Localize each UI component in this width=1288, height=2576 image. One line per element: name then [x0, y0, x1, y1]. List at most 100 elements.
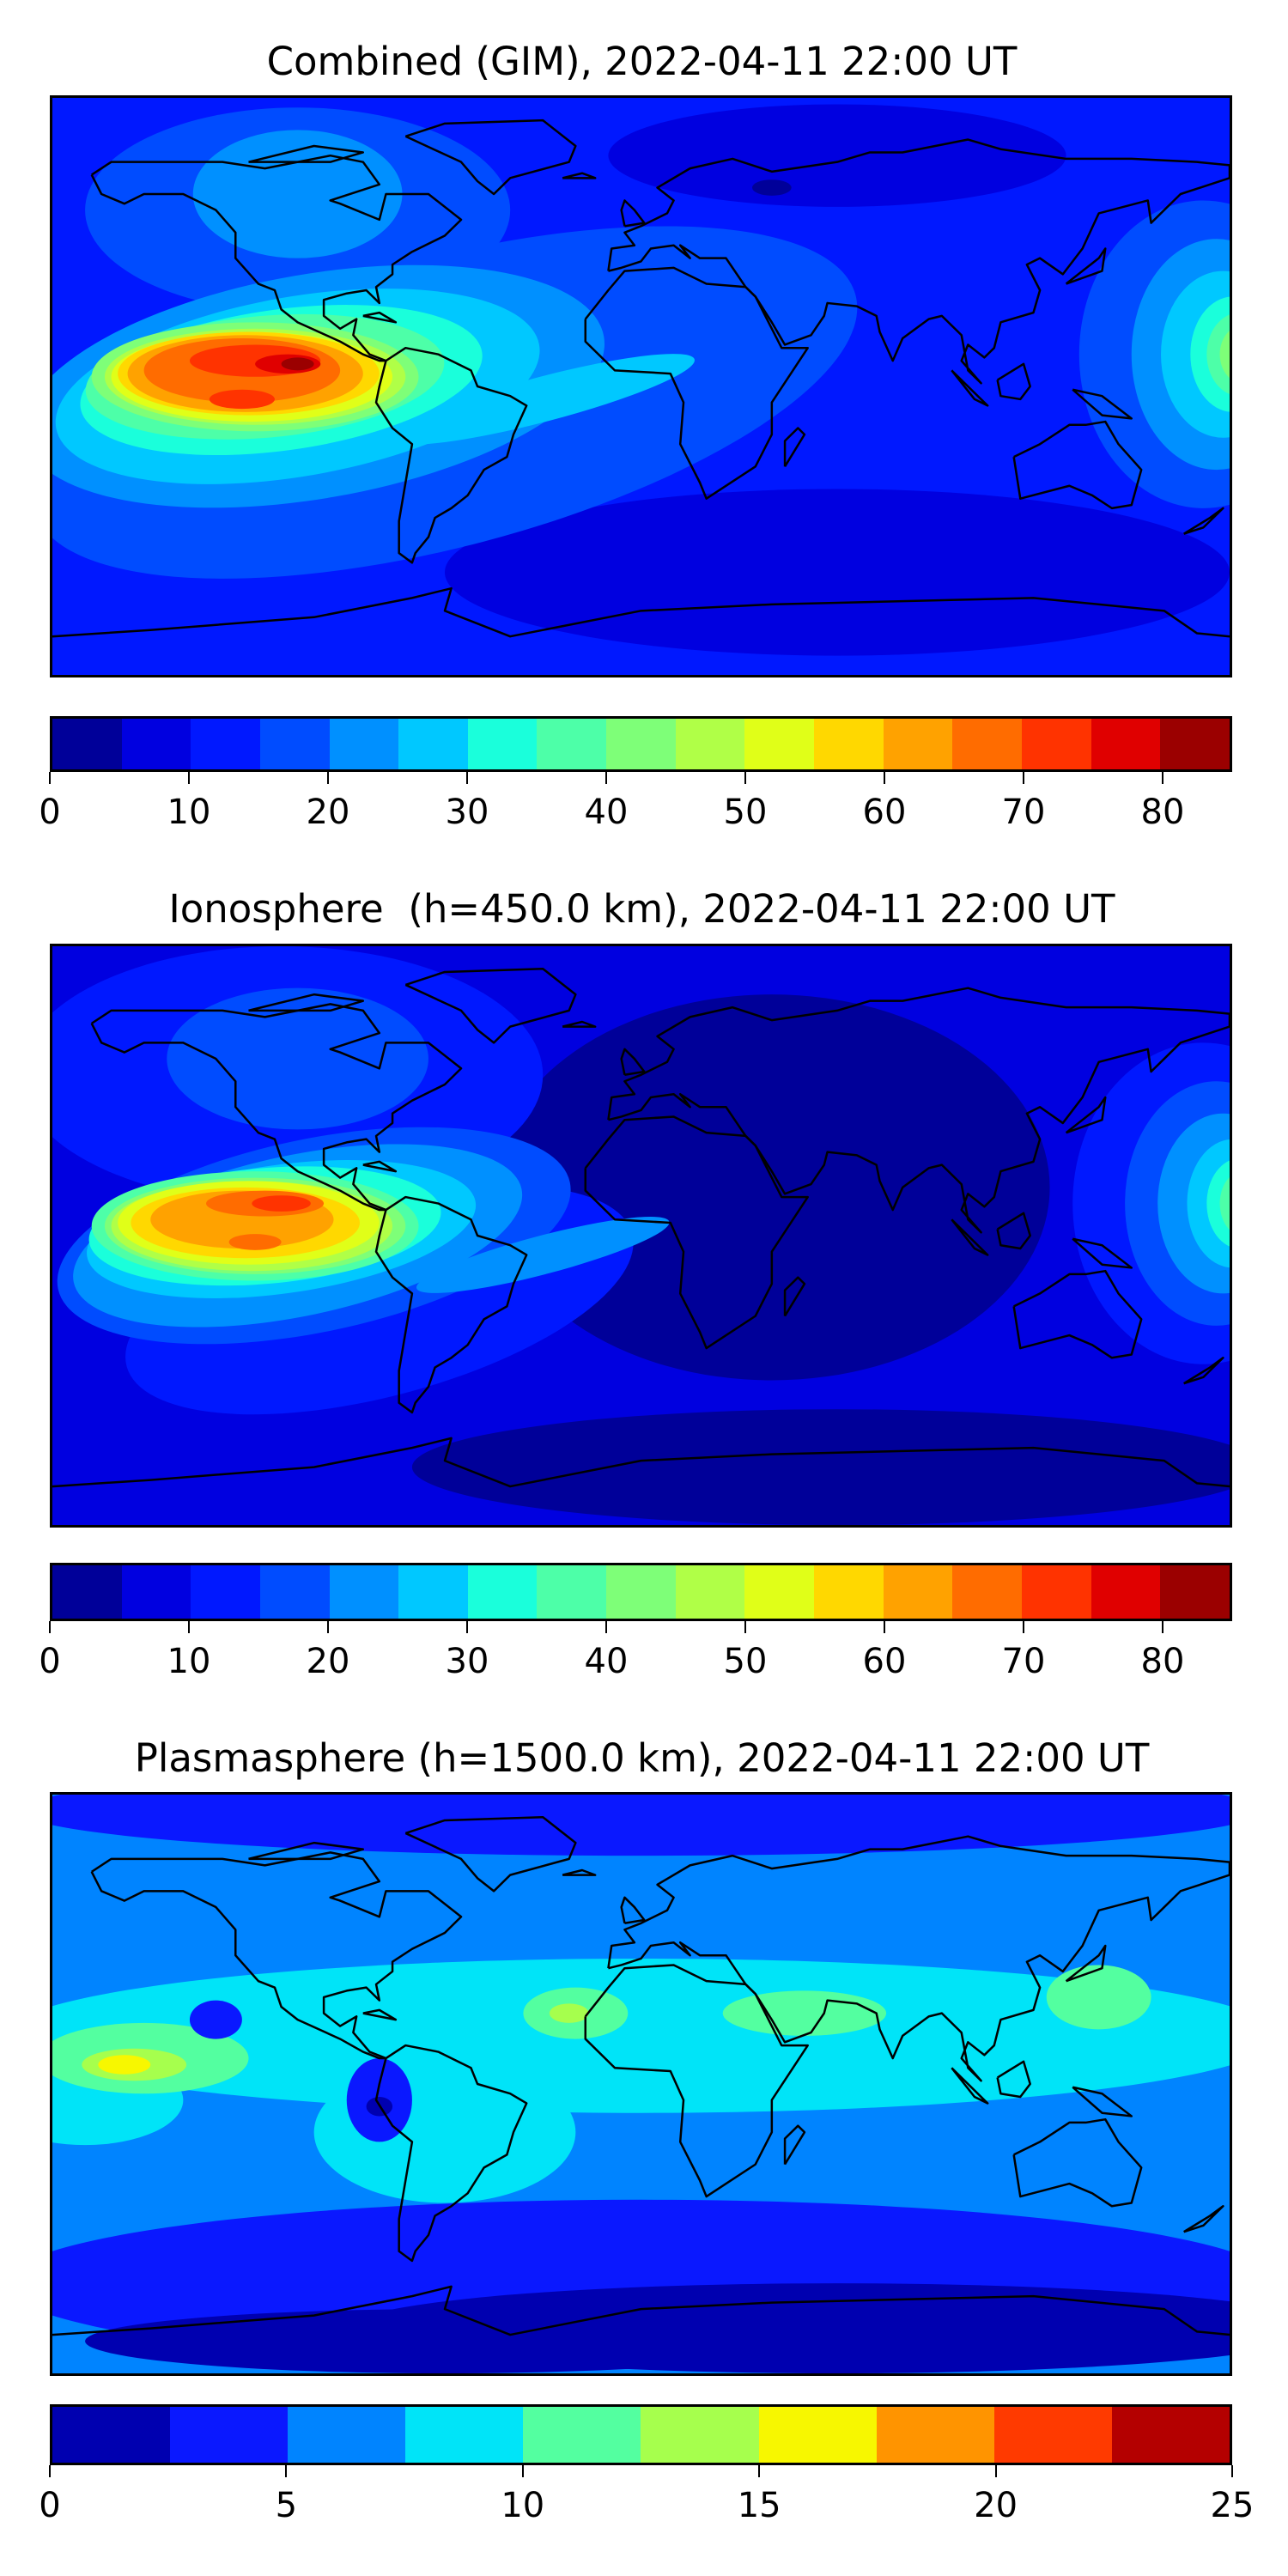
coastline: [52, 1438, 1230, 1486]
coastline: [1184, 508, 1224, 534]
coastline: [951, 1219, 987, 1255]
colorbar-tick-label: 70: [1001, 793, 1046, 832]
colorbar-tick: [744, 772, 746, 784]
colorbar-tick-label: 0: [39, 1642, 61, 1681]
coastline: [785, 428, 805, 467]
coastline: [363, 1162, 396, 1171]
coastline: [951, 2068, 987, 2103]
tec-map: [50, 944, 1232, 1528]
coastline: [785, 1278, 805, 1316]
colorbar-tick: [605, 772, 607, 784]
colorbar-tick: [188, 1621, 190, 1633]
colorbar-segment: [191, 1565, 260, 1619]
colorbar-segment: [259, 1565, 330, 1619]
coastline: [405, 1817, 575, 1891]
colorbar-tick-label: 10: [167, 793, 211, 832]
colorbar-tick-label: 40: [584, 793, 629, 832]
colorbar-tick-label: 30: [445, 1642, 489, 1681]
colorbar-tick: [327, 1621, 329, 1633]
coastline: [586, 1116, 808, 1348]
contour-level: [412, 1409, 1230, 1525]
contour-level: [85, 2309, 805, 2373]
colorbar-segment: [952, 719, 1022, 769]
contour-level: [445, 489, 1230, 656]
colorbar-segment: [952, 1565, 1022, 1619]
colorbar-ticks: 0 10 20 30 40 50 60 70 80: [39, 772, 1232, 841]
colorbar-segment: [993, 2407, 1112, 2463]
colorbar-segment: [537, 719, 607, 769]
chart-title: Combined (GIM), 2022-04-11 22:00 UT: [266, 39, 1018, 84]
colorbar-tick: [884, 772, 885, 784]
colorbar-tick-label: 80: [1140, 793, 1185, 832]
coastline: [1072, 2087, 1132, 2117]
chart-title: Ionosphere (h=450.0 km), 2022-04-11 22:0…: [168, 886, 1115, 932]
colorbar-segment: [467, 1565, 538, 1619]
colorbar-tick-label: 70: [1001, 1642, 1046, 1681]
contour-level: [608, 104, 1066, 207]
colorbar-tick: [1023, 1621, 1024, 1633]
colorbar-segment: [288, 2407, 406, 2463]
colorbar-segment: [405, 2407, 524, 2463]
coastline: [562, 1022, 595, 1027]
colorbar-segment: [52, 1565, 122, 1619]
contour-level: [494, 994, 1050, 1381]
contour-level: [1219, 1176, 1230, 1230]
colorbar-segment: [1091, 719, 1161, 769]
coastline: [1184, 1358, 1224, 1383]
contour-level: [1219, 331, 1230, 379]
colorbar-tick: [1162, 1621, 1163, 1633]
colorbar-segment: [883, 1565, 953, 1619]
contour-level: [1206, 1160, 1230, 1247]
colorbar-segment: [52, 719, 122, 769]
coastline: [608, 1837, 1230, 2081]
colorbar-segment: [606, 1565, 676, 1619]
coastline: [405, 969, 575, 1042]
coastline: [363, 2010, 396, 2020]
contour-level: [391, 354, 695, 445]
colorbar-tick-label: 60: [862, 1642, 907, 1681]
coastline: [586, 1965, 808, 2196]
contour-level: [281, 357, 314, 371]
contour-field: [52, 98, 1230, 675]
contour-level: [167, 987, 428, 1130]
coastline: [951, 370, 987, 405]
coastline: [1184, 2206, 1224, 2232]
colorbar-tick-label: 30: [445, 793, 489, 832]
colorbar-segment: [1021, 719, 1091, 769]
colorbar-tick: [994, 2465, 997, 2477]
colorbar-segment: [398, 1565, 468, 1619]
coastline: [622, 200, 645, 226]
colorbar-tick-label: 60: [862, 793, 907, 832]
contour-level: [722, 1990, 887, 2036]
colorbar-segment: [758, 2407, 877, 2463]
coastline: [249, 1843, 363, 1859]
colorbar-tick: [758, 2465, 761, 2477]
coastline: [998, 2062, 1030, 2097]
colorbar-tick: [285, 2465, 288, 2477]
contour-level: [52, 1958, 1230, 2113]
colorbar-segment: [641, 2407, 759, 2463]
coastline: [1014, 2119, 1142, 2206]
coastline: [1072, 390, 1132, 419]
colorbar-tick: [605, 1621, 607, 1633]
contour-level: [252, 1195, 311, 1212]
colorbar-tick: [466, 1621, 468, 1633]
colorbar-tick-label: 20: [306, 793, 350, 832]
coastline: [1066, 248, 1106, 283]
colorbar-tick-label: 50: [723, 1642, 768, 1681]
contour-field: [52, 946, 1230, 1525]
contour-level: [192, 130, 403, 258]
colorbar-tick-label: 0: [39, 793, 61, 832]
coastline: [785, 2126, 805, 2165]
contour-level: [52, 1795, 1230, 1856]
colorbar-segment: [1160, 719, 1230, 769]
colorbar-tick: [884, 1621, 885, 1633]
colorbar-tick: [327, 772, 329, 784]
colorbar-segment: [675, 1565, 745, 1619]
contour-level: [189, 2000, 242, 2039]
coastline: [376, 348, 526, 562]
contour-level: [1046, 1965, 1151, 2030]
coastline: [405, 120, 575, 194]
contour-level: [751, 179, 792, 196]
tec-map: [50, 1792, 1232, 2376]
